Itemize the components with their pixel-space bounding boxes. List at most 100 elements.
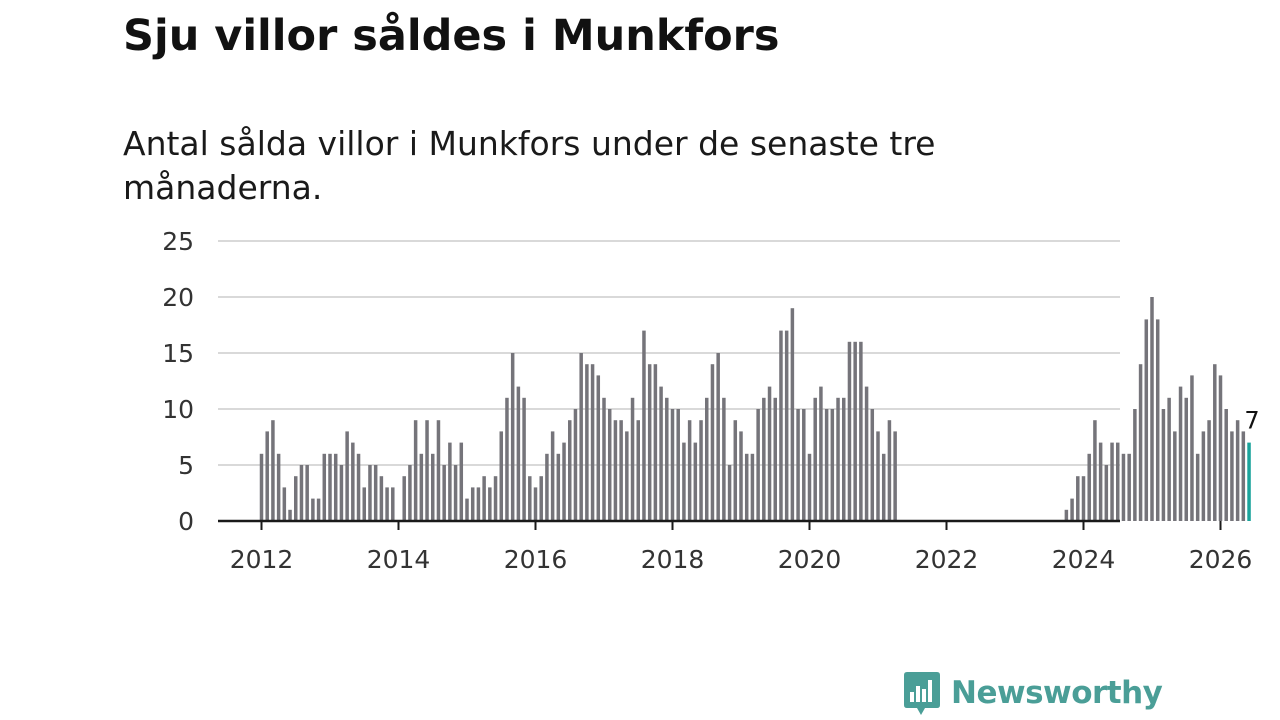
bar (522, 397, 526, 521)
bar (1184, 397, 1188, 521)
bar (1093, 420, 1097, 521)
bar (1104, 465, 1109, 521)
bar (391, 487, 395, 521)
bar (419, 453, 424, 521)
bar (322, 453, 327, 521)
y-tick-label: 0 (178, 507, 194, 536)
bar (653, 364, 658, 521)
bar (1144, 319, 1149, 521)
bar (579, 353, 583, 521)
bar (482, 476, 486, 521)
bar (699, 420, 703, 521)
bar (819, 386, 823, 521)
bar (499, 431, 503, 521)
bar (1155, 319, 1160, 521)
bar (265, 431, 269, 521)
bar (779, 330, 783, 521)
bar (436, 420, 441, 521)
bar (311, 498, 315, 521)
bar (1235, 420, 1240, 521)
newsworthy-logo-icon (904, 672, 940, 715)
bar (853, 341, 857, 521)
bar (425, 420, 429, 521)
bar (1224, 409, 1228, 521)
bar (836, 397, 840, 521)
bar (710, 364, 715, 521)
bar (488, 487, 492, 521)
x-tick-label: 2022 (915, 545, 979, 574)
bar (299, 465, 304, 521)
bar (847, 341, 852, 521)
bar (470, 487, 475, 521)
bar (727, 465, 732, 521)
bar (744, 453, 749, 521)
bar (1173, 431, 1177, 521)
bar (550, 431, 555, 521)
x-tick-label: 2024 (1052, 545, 1116, 574)
bar (716, 353, 720, 521)
bar (773, 397, 777, 521)
x-tick-label: 2020 (778, 545, 842, 574)
bar (556, 453, 561, 521)
bar (613, 420, 618, 521)
bar (448, 442, 452, 521)
bar (1241, 431, 1246, 521)
bar (1133, 409, 1137, 521)
bar (665, 397, 669, 521)
bar (1064, 509, 1069, 521)
bar (676, 409, 680, 521)
bar (756, 409, 760, 521)
bar (813, 397, 817, 521)
bar (870, 409, 875, 521)
bar (305, 465, 309, 521)
bar (670, 409, 675, 521)
bar (316, 498, 321, 521)
y-tick-label: 10 (162, 395, 194, 424)
newsworthy-logo-text: Newsworthy (951, 675, 1163, 711)
bar (1138, 364, 1143, 521)
bar (636, 420, 640, 521)
bar (276, 453, 281, 521)
bar (539, 476, 543, 521)
bar (887, 420, 892, 521)
bar (516, 386, 521, 521)
bar (585, 364, 589, 521)
bar (864, 386, 869, 521)
bar (362, 487, 366, 521)
bar (368, 465, 372, 521)
x-tick-label: 2016 (504, 545, 568, 574)
bar (881, 453, 886, 521)
bar (408, 465, 412, 521)
bar (373, 465, 378, 521)
chart-title: Sju villor såldes i Munkfors (123, 11, 780, 61)
bar (476, 487, 481, 521)
x-tick-label: 2026 (1189, 545, 1253, 574)
bar (385, 487, 389, 521)
bar (294, 476, 298, 521)
bar (876, 431, 880, 521)
bar (288, 509, 292, 521)
bar (802, 409, 806, 521)
bar (796, 409, 800, 521)
bar (533, 487, 538, 521)
bar (687, 420, 692, 521)
bar (590, 364, 595, 521)
bar (784, 330, 789, 521)
bar (356, 453, 361, 521)
bar (271, 420, 275, 521)
bar (453, 465, 458, 521)
bar (739, 431, 743, 521)
bar (630, 397, 635, 521)
bar (1127, 453, 1131, 521)
bar (842, 397, 846, 521)
bar (1081, 476, 1086, 521)
bar (750, 453, 755, 521)
bar (596, 375, 601, 521)
bar (339, 465, 344, 521)
bar (693, 442, 698, 521)
bar (442, 465, 446, 521)
bar (607, 409, 612, 521)
bar (1116, 442, 1120, 521)
bar (1195, 453, 1200, 521)
